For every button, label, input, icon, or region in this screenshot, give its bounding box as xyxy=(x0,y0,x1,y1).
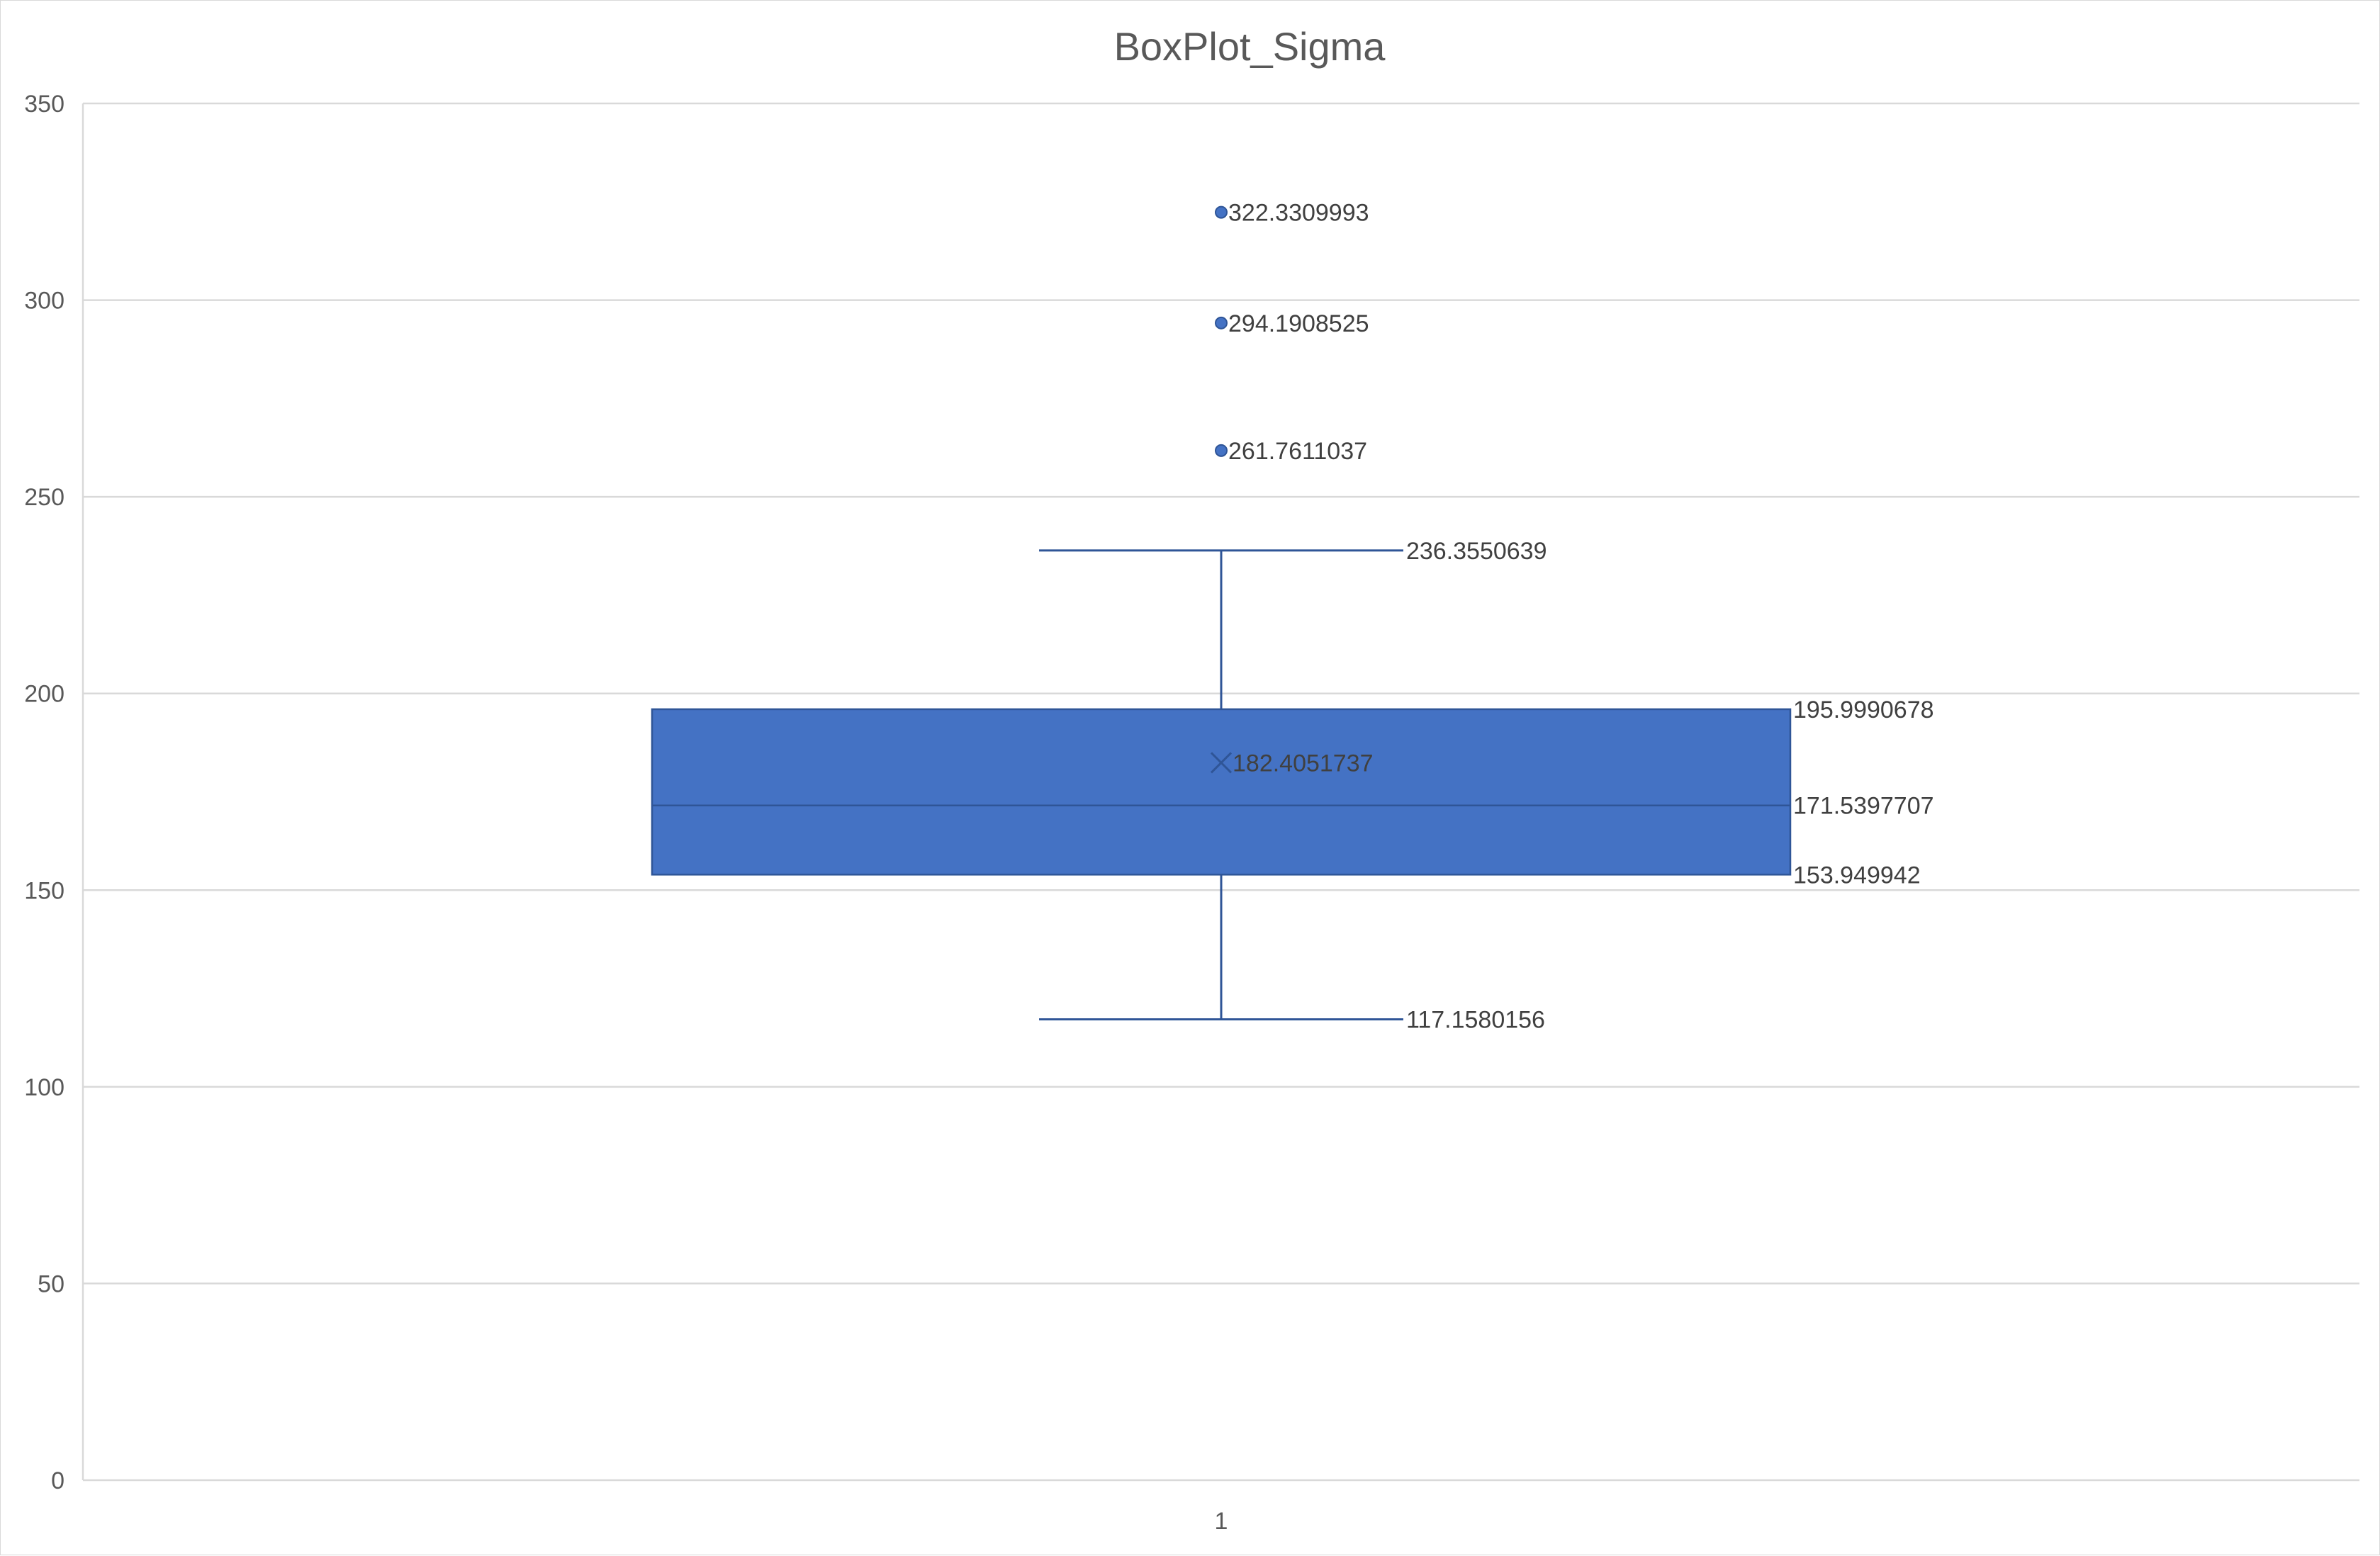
box-series xyxy=(651,205,1792,1021)
outlier-point xyxy=(1215,444,1228,457)
outlier-label: 294.1908525 xyxy=(1228,310,1369,337)
y-tick-label: 150 xyxy=(24,877,64,904)
y-tick-label: 250 xyxy=(24,484,64,511)
whisker-high-label: 236.3550639 xyxy=(1406,538,1547,565)
outlier-label: 322.3309993 xyxy=(1228,200,1369,227)
q1-label: 153.949942 xyxy=(1793,862,1921,889)
whisker-low-label: 117.1580156 xyxy=(1406,1007,1545,1034)
y-tick-label: 50 xyxy=(38,1270,64,1297)
outlier-point xyxy=(1215,316,1228,329)
chart-title: BoxPlot_Sigma xyxy=(1114,24,1386,69)
mean-label: 182.4051737 xyxy=(1233,750,1374,777)
median-label: 171.5397707 xyxy=(1793,793,1934,820)
y-tick-label: 100 xyxy=(24,1074,64,1101)
interquartile-box xyxy=(651,708,1792,876)
y-tick-label: 350 xyxy=(24,91,64,118)
mean-marker xyxy=(1210,752,1233,774)
data-labels: 261.7611037 294.1908525 322.3309993 236.355… xyxy=(1228,200,1934,1034)
q3-label: 195.9990678 xyxy=(1793,697,1934,723)
x-tick-label: 1 xyxy=(1215,1508,1228,1535)
outlier-point xyxy=(1215,205,1228,219)
y-tick-label: 300 xyxy=(24,288,64,315)
x-axis-ticks: 1 xyxy=(1215,1508,1228,1535)
outlier-label: 261.7611037 xyxy=(1228,438,1367,465)
y-tick-label: 200 xyxy=(24,681,64,708)
y-axis-ticks: 0 50 100 150 200 250 300 350 xyxy=(24,91,64,1494)
y-tick-label: 0 xyxy=(51,1467,64,1494)
